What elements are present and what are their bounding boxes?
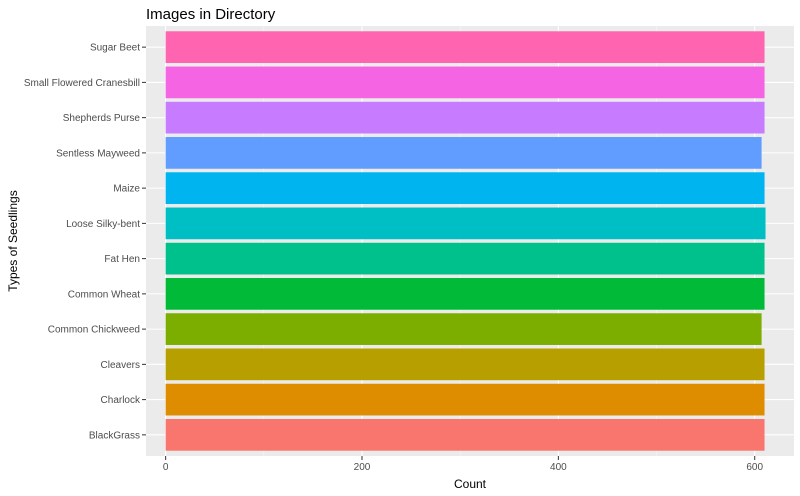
bar: [165, 278, 765, 310]
bar: [165, 383, 765, 416]
bar: [165, 137, 762, 169]
bar: [165, 313, 762, 345]
y-tick-label: Common Wheat: [68, 289, 140, 300]
x-axis-title: Count: [454, 477, 487, 491]
bar: [165, 418, 765, 451]
y-tick-label: Sentless Mayweed: [56, 148, 140, 159]
bar: [165, 348, 765, 381]
y-tick-label: Fat Hen: [104, 254, 140, 265]
y-tick-label: Shepherds Purse: [63, 113, 141, 124]
x-tick-label: 400: [550, 462, 567, 473]
x-axis-ticks: 0 200 400 600: [163, 456, 764, 473]
bar: [165, 207, 766, 240]
bar: [165, 172, 765, 204]
y-tick-label: Loose Silky-bent: [66, 219, 140, 230]
y-tick-label: Charlock: [101, 395, 141, 406]
y-tick-label: Sugar Beet: [90, 43, 140, 54]
x-tick-label: 200: [354, 462, 371, 473]
y-tick-label: Cleavers: [101, 360, 140, 371]
bar: [165, 101, 765, 134]
y-tick-label: Common Chickweed: [48, 325, 140, 336]
bar: [165, 242, 765, 275]
x-tick-label: 0: [163, 462, 169, 473]
bars: [165, 31, 766, 451]
x-tick-label: 600: [746, 462, 763, 473]
chart-title: Images in Directory: [146, 6, 276, 23]
y-axis-ticks: BlackGrass Charlock Cleavers Common Chickwe…: [24, 43, 146, 441]
y-axis-title: Types of Seedlings: [6, 190, 20, 291]
y-tick-label: Small Flowered Cranesbill: [24, 78, 140, 89]
y-tick-label: BlackGrass: [89, 430, 140, 441]
y-tick-label: Maize: [113, 184, 140, 195]
bar: [165, 66, 765, 99]
bar: [165, 31, 765, 64]
